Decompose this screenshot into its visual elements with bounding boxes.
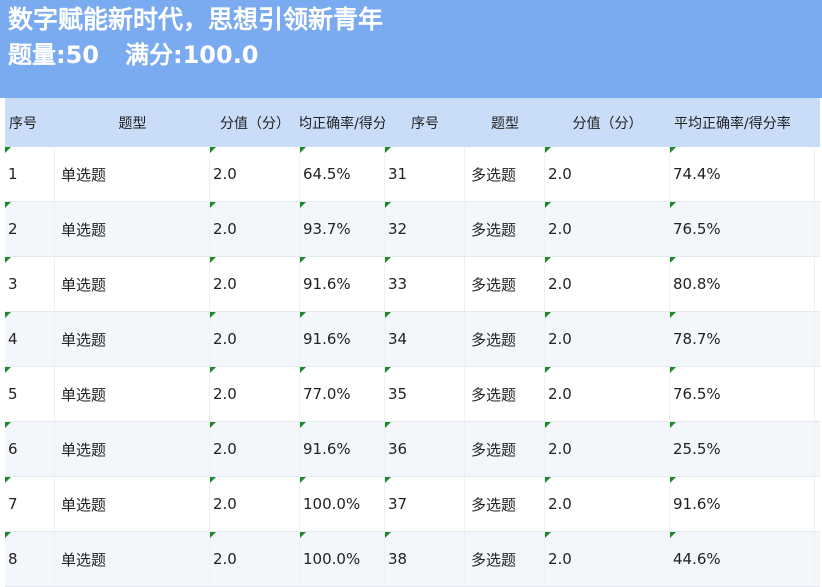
col-header[interactable]: 题型	[118, 115, 147, 132]
table-cell[interactable]: 35	[385, 367, 465, 421]
table-cell[interactable]: 44.6%	[670, 532, 815, 586]
table-cell[interactable]: 多选题	[465, 477, 545, 531]
table-cell[interactable]: 多选题	[465, 422, 545, 476]
table-cell[interactable]: 76.5%	[670, 367, 815, 421]
table-cell[interactable]: 93.7%	[300, 202, 385, 256]
table-row: 5 单选题 2.0 77.0% 35 多选题 2.0 76.5%	[5, 367, 820, 422]
table-cell[interactable]: 2.0	[210, 477, 300, 531]
stats-table: 序号 题型 分值（分） 平均正确率/得分率 序号 题型 分值（分） 平均正确率/…	[5, 98, 820, 587]
col-header[interactable]: 平均正确率/得分率	[674, 115, 791, 132]
table-header-row: 序号 题型 分值（分） 平均正确率/得分率 序号 题型 分值（分） 平均正确率/…	[5, 98, 820, 147]
table-row: 4 单选题 2.0 91.6% 34 多选题 2.0 78.7%	[5, 312, 820, 367]
table-cell[interactable]: 5	[5, 367, 55, 421]
table-cell[interactable]: 32	[385, 202, 465, 256]
table-cell[interactable]: 2	[5, 202, 55, 256]
table-cell[interactable]: 91.6%	[670, 477, 815, 531]
table-cell[interactable]: 2.0	[545, 202, 670, 256]
table-cell[interactable]: 2.0	[210, 147, 300, 201]
table-cell[interactable]: 单选题	[55, 202, 210, 256]
table-cell[interactable]: 2.0	[210, 367, 300, 421]
sheet-title-banner: 数字赋能新时代，思想引领新青年 题量:50 满分:100.0	[0, 0, 822, 98]
table-cell[interactable]: 74.4%	[670, 147, 815, 201]
question-count: 题量:50	[8, 41, 99, 69]
table-row: 8 单选题 2.0 100.0% 38 多选题 2.0 44.6%	[5, 532, 820, 587]
table-cell[interactable]: 2.0	[545, 312, 670, 366]
table-cell[interactable]: 2.0	[545, 532, 670, 586]
table-row: 2 单选题 2.0 93.7% 32 多选题 2.0 76.5%	[5, 202, 820, 257]
table-cell[interactable]: 6	[5, 422, 55, 476]
table-cell[interactable]: 2.0	[545, 477, 670, 531]
table-cell[interactable]: 78.7%	[670, 312, 815, 366]
table-cell[interactable]: 64.5%	[300, 147, 385, 201]
table-row: 6 单选题 2.0 91.6% 36 多选题 2.0 25.5%	[5, 422, 820, 477]
table-cell[interactable]: 多选题	[465, 147, 545, 201]
table-cell[interactable]: 单选题	[55, 367, 210, 421]
table-cell[interactable]: 2.0	[210, 422, 300, 476]
table-cell[interactable]: 36	[385, 422, 465, 476]
table-cell[interactable]: 2.0	[210, 312, 300, 366]
table-cell[interactable]: 多选题	[465, 532, 545, 586]
table-cell[interactable]: 38	[385, 532, 465, 586]
full-score: 满分:100.0	[125, 41, 259, 69]
table-cell[interactable]: 31	[385, 147, 465, 201]
table-cell[interactable]: 34	[385, 312, 465, 366]
table-cell[interactable]: 77.0%	[300, 367, 385, 421]
col-header[interactable]: 分值（分）	[572, 115, 643, 132]
table-cell[interactable]: 2.0	[545, 257, 670, 311]
table-cell[interactable]: 2.0	[210, 257, 300, 311]
table-cell[interactable]: 单选题	[55, 422, 210, 476]
table-cell[interactable]: 7	[5, 477, 55, 531]
table-cell[interactable]: 80.8%	[670, 257, 815, 311]
table-cell[interactable]: 25.5%	[670, 422, 815, 476]
table-cell[interactable]: 3	[5, 257, 55, 311]
table-cell[interactable]: 2.0	[545, 147, 670, 201]
table-cell[interactable]: 1	[5, 147, 55, 201]
col-header[interactable]: 平均正确率/得分率	[300, 115, 385, 132]
table-cell[interactable]: 单选题	[55, 477, 210, 531]
table-cell[interactable]: 单选题	[55, 532, 210, 586]
table-cell[interactable]: 2.0	[210, 202, 300, 256]
table-cell[interactable]: 100.0%	[300, 532, 385, 586]
table-cell[interactable]: 多选题	[465, 367, 545, 421]
table-cell[interactable]: 4	[5, 312, 55, 366]
table-cell[interactable]: 多选题	[465, 312, 545, 366]
table-cell[interactable]: 91.6%	[300, 312, 385, 366]
col-header[interactable]: 题型	[491, 115, 519, 132]
col-header[interactable]: 序号	[411, 115, 439, 132]
table-cell[interactable]: 8	[5, 532, 55, 586]
table-cell[interactable]: 76.5%	[670, 202, 815, 256]
sheet-title: 数字赋能新时代，思想引领新青年	[8, 5, 384, 34]
table-cell[interactable]: 多选题	[465, 257, 545, 311]
table-row: 3 单选题 2.0 91.6% 33 多选题 2.0 80.8%	[5, 257, 820, 312]
table-cell[interactable]: 37	[385, 477, 465, 531]
table-cell[interactable]: 2.0	[545, 367, 670, 421]
table-cell[interactable]: 多选题	[465, 202, 545, 256]
table-cell[interactable]: 91.6%	[300, 257, 385, 311]
col-header[interactable]: 分值（分）	[220, 115, 290, 132]
table-row: 1 单选题 2.0 64.5% 31 多选题 2.0 74.4%	[5, 147, 820, 202]
table-cell[interactable]: 单选题	[55, 147, 210, 201]
col-header[interactable]: 序号	[9, 115, 37, 132]
table-row: 7 单选题 2.0 100.0% 37 多选题 2.0 91.6%	[5, 477, 820, 532]
table-cell[interactable]: 91.6%	[300, 422, 385, 476]
table-cell[interactable]: 33	[385, 257, 465, 311]
table-cell[interactable]: 单选题	[55, 257, 210, 311]
table-cell[interactable]: 2.0	[545, 422, 670, 476]
table-cell[interactable]: 100.0%	[300, 477, 385, 531]
table-cell[interactable]: 单选题	[55, 312, 210, 366]
table-cell[interactable]: 2.0	[210, 532, 300, 586]
